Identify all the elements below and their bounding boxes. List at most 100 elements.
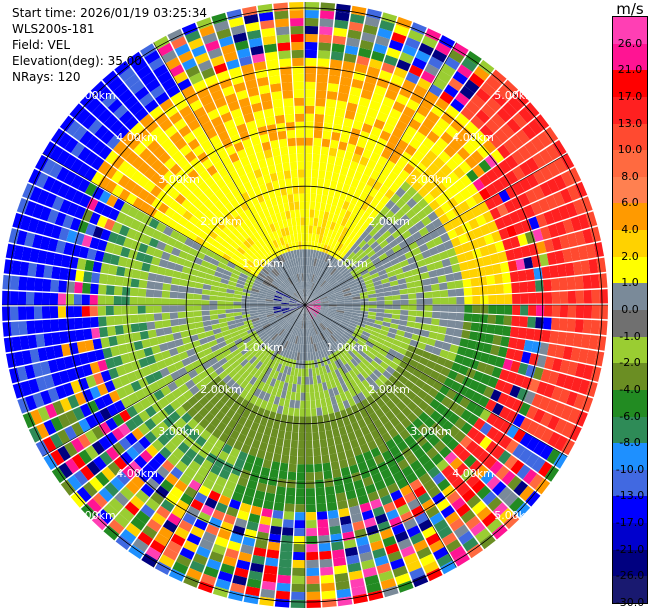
velocity-gate: [289, 302, 298, 305]
velocity-gate: [411, 268, 421, 276]
velocity-gate: [369, 412, 379, 422]
velocity-gate: [245, 454, 256, 465]
velocity-gate: [479, 408, 492, 422]
velocity-gate: [491, 91, 507, 107]
velocity-gate: [483, 233, 495, 245]
velocity-gate: [475, 465, 489, 479]
velocity-gate: [255, 361, 263, 370]
velocity-gate: [170, 91, 185, 105]
velocity-gate: [88, 119, 103, 135]
velocity-gate: [562, 346, 573, 360]
velocity-gate: [214, 210, 225, 221]
velocity-gate: [265, 301, 274, 304]
velocity-gate: [343, 292, 352, 297]
velocity-gate: [200, 573, 217, 586]
velocity-gate: [18, 306, 27, 320]
velocity-gate: [487, 496, 503, 512]
velocity-gate: [245, 586, 261, 597]
velocity-gate: [297, 153, 305, 162]
velocity-gate: [193, 305, 202, 311]
velocity-gate: [187, 395, 199, 407]
velocity-gate: [342, 287, 351, 293]
velocity-gate: [217, 305, 226, 310]
velocity-gate: [545, 399, 559, 414]
velocity-gate: [435, 267, 446, 277]
velocity-gate: [105, 417, 118, 431]
velocity-gate: [308, 281, 312, 290]
velocity-gate: [428, 199, 440, 211]
velocity-gate: [336, 302, 345, 305]
velocity-gate: [334, 232, 341, 241]
velocity-gate: [290, 367, 295, 376]
velocity-gate: [288, 407, 295, 416]
velocity-gate: [235, 321, 245, 328]
velocity-gate: [497, 392, 509, 406]
velocity-gate: [263, 426, 272, 436]
velocity-gate: [565, 202, 578, 218]
velocity-gate: [344, 45, 359, 56]
velocity-gate: [361, 388, 371, 399]
velocity-gate: [16, 366, 28, 382]
velocity-gate: [140, 483, 155, 498]
velocity-gate: [428, 387, 439, 399]
velocity-gate: [477, 201, 490, 214]
velocity-gate: [151, 401, 164, 413]
velocity-gate: [93, 372, 104, 385]
velocity-gate: [294, 97, 304, 106]
velocity-gate: [472, 350, 483, 361]
velocity-gate: [414, 220, 425, 231]
velocity-gate: [269, 223, 276, 233]
velocity-gate: [121, 286, 131, 296]
velocity-gate: [144, 99, 159, 113]
velocity-gate: [220, 111, 233, 123]
velocity-gate: [305, 384, 310, 393]
velocity-gate: [338, 84, 351, 95]
velocity-gate: [99, 407, 112, 421]
velocity-gate: [410, 384, 422, 395]
velocity-gate: [306, 528, 318, 537]
velocity-gate: [405, 235, 416, 245]
velocity-gate: [464, 296, 473, 305]
velocity-gate: [35, 440, 50, 457]
velocity-gate: [377, 487, 390, 499]
velocity-gate: [97, 295, 106, 305]
velocity-gate: [354, 327, 364, 334]
velocity-gate: [118, 89, 134, 104]
velocity-gate: [252, 320, 261, 325]
velocity-gate: [300, 344, 303, 353]
velocity-gate: [118, 344, 128, 355]
velocity-gate: [337, 376, 345, 385]
velocity-gate: [312, 297, 320, 302]
velocity-gate: [381, 62, 396, 74]
velocity-gate: [166, 261, 176, 270]
velocity-gate: [178, 318, 187, 325]
velocity-gate: [287, 471, 297, 481]
velocity-gate: [43, 374, 55, 389]
azimuth-spoke: [42, 304, 306, 457]
velocity-gate: [350, 287, 359, 293]
velocity-gate: [296, 319, 301, 328]
velocity-gate: [517, 145, 532, 161]
velocity-gate: [352, 305, 361, 308]
velocity-gate: [486, 518, 503, 534]
velocity-gate: [92, 261, 102, 273]
velocity-gate: [317, 519, 329, 528]
velocity-gate: [405, 209, 417, 220]
velocity-gate: [349, 319, 359, 325]
velocity-gate: [145, 373, 156, 385]
velocity-gate: [307, 312, 311, 321]
velocity-gate: [290, 161, 298, 171]
velocity-gate: [275, 114, 285, 124]
velocity-gate: [424, 90, 439, 104]
velocity-gate: [365, 376, 375, 386]
velocity-gate: [528, 378, 541, 393]
velocity-gate: [226, 378, 236, 388]
velocity-gate: [294, 368, 299, 377]
velocity-gate: [295, 121, 305, 130]
velocity-gate: [339, 208, 347, 218]
velocity-gate: [514, 502, 531, 519]
velocity-gate: [272, 362, 280, 371]
velocity-gate: [337, 234, 345, 243]
velocity-gate: [179, 144, 192, 157]
velocity-gate: [388, 348, 398, 357]
